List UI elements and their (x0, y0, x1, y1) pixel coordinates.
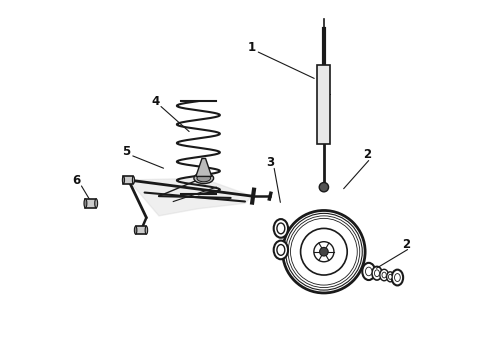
Polygon shape (136, 226, 147, 234)
Ellipse shape (194, 173, 214, 184)
Ellipse shape (132, 176, 135, 184)
Ellipse shape (366, 267, 372, 276)
Polygon shape (128, 178, 252, 216)
Text: 1: 1 (248, 41, 256, 54)
Polygon shape (318, 65, 330, 144)
Ellipse shape (394, 274, 400, 282)
Ellipse shape (277, 223, 285, 234)
Ellipse shape (387, 272, 394, 282)
Ellipse shape (382, 272, 386, 278)
Ellipse shape (197, 175, 211, 182)
Circle shape (319, 247, 328, 256)
Ellipse shape (277, 244, 285, 255)
Text: 3: 3 (266, 156, 274, 168)
Ellipse shape (95, 199, 98, 208)
Ellipse shape (274, 219, 288, 238)
Polygon shape (85, 199, 96, 208)
Text: 2: 2 (363, 148, 371, 161)
Ellipse shape (122, 176, 124, 184)
Ellipse shape (392, 270, 403, 285)
Circle shape (319, 183, 329, 192)
Text: 6: 6 (73, 174, 80, 186)
Polygon shape (123, 176, 133, 184)
Polygon shape (196, 158, 212, 176)
Ellipse shape (134, 226, 137, 234)
Ellipse shape (274, 240, 288, 259)
Text: 5: 5 (122, 145, 131, 158)
Ellipse shape (380, 269, 389, 281)
Text: 4: 4 (151, 95, 159, 108)
Ellipse shape (145, 226, 147, 234)
Ellipse shape (372, 266, 382, 280)
Ellipse shape (84, 199, 87, 208)
Ellipse shape (374, 270, 379, 276)
Ellipse shape (362, 263, 375, 280)
Text: 2: 2 (402, 238, 411, 251)
Ellipse shape (389, 274, 392, 279)
